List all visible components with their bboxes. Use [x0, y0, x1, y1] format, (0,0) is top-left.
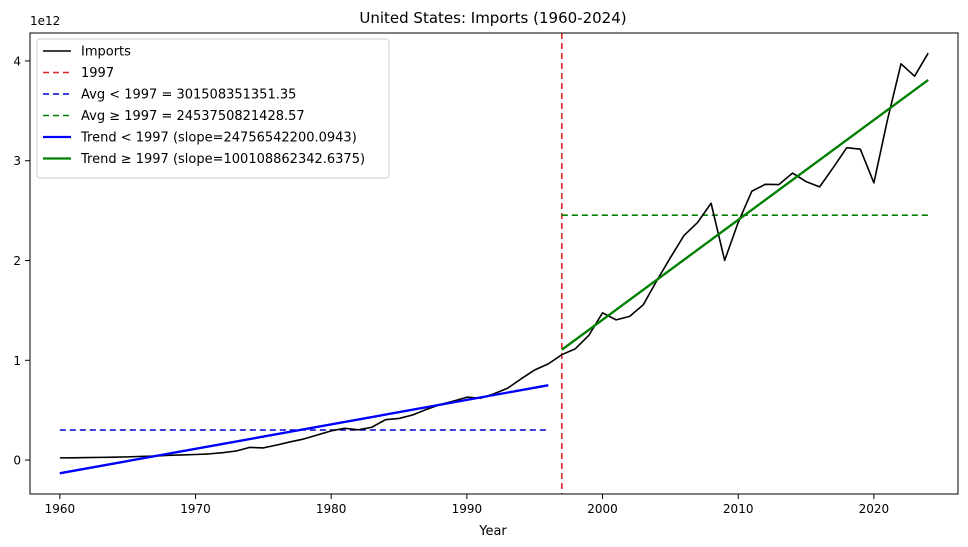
legend-label: Trend < 1997 (slope=24756542200.0943): [80, 131, 357, 146]
trend-after-line-top: [561, 79, 929, 351]
x-axis-label: Year: [478, 524, 507, 539]
y-tick-label: 4: [13, 54, 21, 68]
x-tick-label: 1970: [180, 502, 211, 516]
plot-area: [59, 33, 929, 494]
x-tick-label: 2020: [859, 502, 890, 516]
legend-label: Avg < 1997 = 301508351351.35: [81, 88, 296, 103]
x-tick-label: 1990: [452, 502, 483, 516]
y-tick-label: 0: [13, 454, 21, 468]
legend-label: Avg ≥ 1997 = 2453750821428.57: [81, 109, 305, 124]
x-tick-label: 2000: [587, 502, 618, 516]
x-tick-label: 1980: [316, 502, 347, 516]
legend: Imports 1997 Avg < 1997 = 301508351351.35 A…: [36, 38, 390, 179]
y-tick-label: 1: [13, 354, 21, 368]
y-offset-label: 1e12: [30, 14, 60, 28]
y-tick-label: 3: [13, 154, 21, 168]
axes: 1960 1970 1980 1990 2000 2010 2020 0 1 2 3 4: [13, 32, 959, 516]
legend-label: Trend ≥ 1997 (slope=100108862342.6375): [80, 152, 365, 167]
trend-before-line-top: [59, 384, 549, 475]
legend-label: Imports: [81, 45, 131, 60]
legend-box: [36, 38, 390, 179]
x-tick-label: 2010: [723, 502, 754, 516]
plot-clip-group: [59, 33, 929, 494]
chart-title: United States: Imports (1960-2024): [359, 9, 626, 27]
plot-frame: [29, 32, 959, 495]
x-tick-label: 1960: [45, 502, 76, 516]
y-tick-label: 2: [13, 254, 21, 268]
imports-series-line: [59, 52, 929, 459]
legend-label: 1997: [81, 66, 114, 81]
